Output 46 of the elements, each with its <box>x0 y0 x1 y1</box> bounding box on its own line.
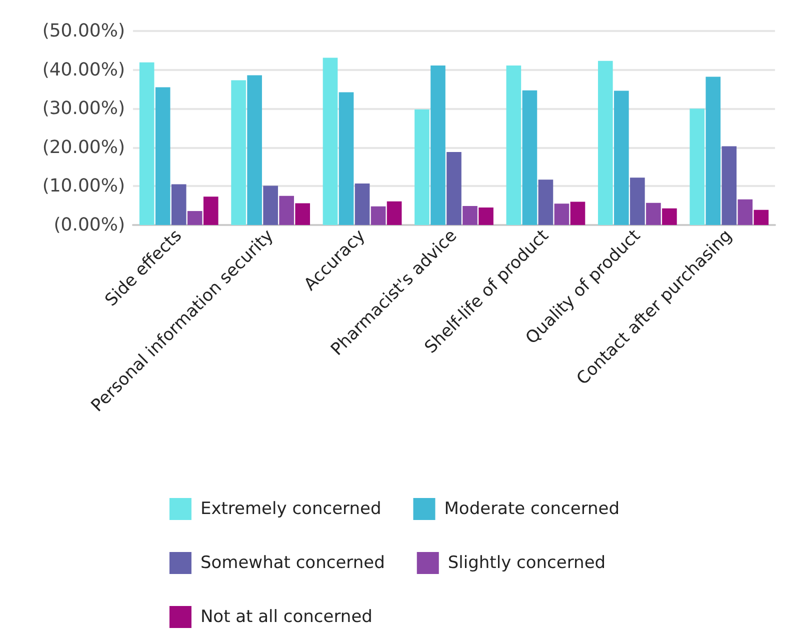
bar <box>338 92 354 225</box>
legend-label: Moderate concerned <box>444 499 620 519</box>
legend-label: Extremely concerned <box>200 499 382 519</box>
bar <box>538 180 554 225</box>
bar <box>247 75 262 225</box>
bar <box>462 206 478 225</box>
bar <box>430 66 446 225</box>
bar <box>155 87 170 225</box>
y-tick-label: (20.00%) <box>42 136 125 158</box>
bar <box>570 202 586 225</box>
bar <box>506 66 522 225</box>
bar <box>139 62 154 225</box>
bar <box>554 204 570 225</box>
bar <box>706 76 721 225</box>
bar <box>598 60 613 225</box>
bar <box>295 203 310 225</box>
bar <box>630 178 645 225</box>
y-tick-label: (30.00%) <box>42 98 125 120</box>
legend-label: Somewhat concerned <box>200 553 385 573</box>
bar <box>263 186 278 225</box>
bar <box>414 109 430 225</box>
bar <box>522 90 538 225</box>
bar <box>354 183 370 225</box>
y-tick-label: (0.00%) <box>54 214 125 236</box>
bar <box>754 210 769 225</box>
bar <box>279 196 294 225</box>
bar <box>171 184 186 225</box>
bar <box>322 58 338 225</box>
bar <box>646 202 661 225</box>
bar <box>738 199 753 225</box>
y-tick-label: (10.00%) <box>42 176 125 197</box>
y-tick-label: (40.00%) <box>42 59 125 80</box>
bar <box>187 211 202 225</box>
bar <box>614 90 629 225</box>
bar <box>446 152 462 225</box>
y-tick-label: (50.00%) <box>42 20 125 42</box>
bar <box>690 108 705 225</box>
bar <box>231 80 246 225</box>
legend-label: Not at all concerned <box>200 607 372 627</box>
legend-label: Slightly concerned <box>448 553 606 573</box>
bar <box>370 206 386 225</box>
bar <box>662 208 677 225</box>
bar <box>478 208 494 225</box>
bar <box>722 146 737 225</box>
bar <box>203 196 218 225</box>
bar <box>386 201 402 225</box>
